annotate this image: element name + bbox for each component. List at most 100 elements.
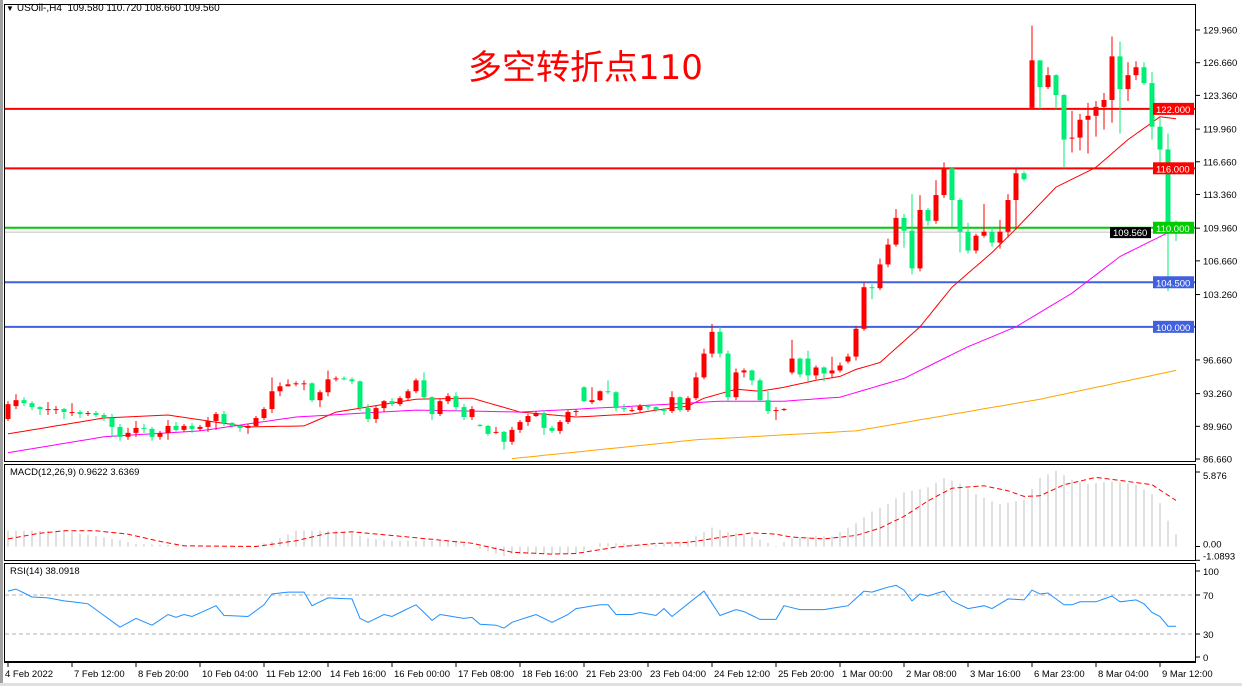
candle-body [277, 386, 283, 392]
rsi-pane[interactable] [4, 563, 1196, 662]
candles [5, 25, 1179, 450]
candle-body [725, 353, 731, 398]
candle-body [397, 398, 403, 405]
candle-body [365, 408, 371, 419]
candle-body [133, 427, 139, 433]
candle-body [1133, 67, 1139, 76]
candle-body [781, 409, 787, 411]
candle-body [357, 381, 363, 409]
candle-body [85, 413, 91, 415]
macd-axis: 5.876 0.00-1.0893 [1196, 471, 1235, 563]
candle-body [837, 365, 843, 371]
candle-body [789, 358, 795, 373]
candle-body [405, 391, 411, 399]
horizontal-levels [5, 107, 1195, 328]
price-tick-label: 86.660 [1203, 455, 1232, 466]
price-tick-label: 116.660 [1203, 157, 1237, 168]
time-tick-label: 17 Feb 08:00 [458, 669, 514, 680]
macd-tick-label: 0.00 [1203, 540, 1222, 551]
price-tick-label: 103.260 [1203, 290, 1237, 301]
price-tick-label: 89.960 [1203, 422, 1232, 433]
candle-body [805, 358, 811, 376]
candle-body [1061, 94, 1067, 140]
candle-body [1125, 75, 1131, 90]
candle-body [1149, 83, 1155, 127]
rsi-line [7, 584, 1176, 629]
candle-body [989, 231, 995, 243]
candle-body [205, 420, 211, 427]
level-label-box [1153, 276, 1194, 289]
level-label: 122.000 [1156, 105, 1190, 116]
price-tick-label: 126.660 [1203, 58, 1237, 69]
candle-body [541, 413, 547, 428]
candle-body [869, 287, 875, 289]
candle-body [1141, 67, 1147, 84]
candle-body [509, 429, 515, 442]
candle-body [621, 408, 627, 410]
level-label: 104.500 [1156, 278, 1190, 289]
candle-body [917, 209, 923, 269]
level-label-box [1153, 221, 1194, 234]
candle-body [445, 396, 451, 402]
price-tick-label: 93.260 [1203, 389, 1232, 400]
time-tick-label: 4 Feb 2022 [5, 669, 53, 680]
candle-body [13, 400, 19, 407]
level-label-box [1153, 162, 1194, 175]
macd-plot [7, 470, 1177, 556]
candle-body [1037, 60, 1043, 88]
candle-body [893, 217, 899, 245]
candle-body [1117, 56, 1123, 90]
candle-body [389, 401, 395, 405]
candle-body [973, 235, 979, 251]
candle-body [677, 397, 683, 411]
time-tick-label: 14 Feb 16:00 [330, 669, 386, 680]
candle-body [701, 353, 707, 378]
price-pane[interactable] [4, 4, 1196, 462]
time-tick-label: 18 Feb 16:00 [522, 669, 578, 680]
candle-body [1021, 173, 1027, 180]
candle-body [5, 404, 11, 419]
candle-body [421, 380, 427, 398]
price-tick-label: 109.960 [1203, 224, 1237, 235]
candle-body [237, 425, 243, 428]
candle-body [853, 328, 859, 357]
candle-body [573, 411, 579, 413]
candle-body [477, 424, 483, 426]
candle-body [765, 400, 771, 412]
candle-body [613, 392, 619, 409]
candle-body [157, 432, 163, 437]
dropdown-triangle-icon[interactable]: ▼ [6, 4, 14, 13]
moving-average-line [7, 228, 1177, 454]
candle-body [245, 425, 251, 428]
candle-body [997, 231, 1003, 243]
candle-body [885, 244, 891, 265]
candle-body [557, 421, 563, 431]
level-label-box [1153, 320, 1194, 333]
candle-body [1109, 56, 1115, 100]
candle-body [661, 410, 667, 412]
candle-body [317, 392, 323, 401]
candle-body [37, 407, 43, 410]
symbol-header[interactable]: ▼ USOil-,H4 109.580 110.720 108.660 109.5… [6, 3, 220, 14]
time-tick-label: 8 Mar 04:00 [1098, 669, 1149, 680]
candle-body [581, 387, 587, 402]
candle-body [773, 410, 779, 412]
candle-body [253, 417, 259, 426]
candle-body [685, 398, 691, 411]
candle-body [1005, 200, 1011, 232]
chart-annotation-text[interactable]: 多空转折点110 [468, 48, 703, 88]
current-price-label-box [1110, 227, 1151, 239]
candle-body [965, 231, 971, 251]
candle-body [53, 409, 59, 411]
time-tick-label: 10 Feb 04:00 [202, 669, 258, 680]
candle-body [189, 425, 195, 429]
time-tick-label: 8 Feb 20:00 [138, 669, 189, 680]
candle-body [501, 431, 507, 442]
candle-body [717, 331, 723, 354]
candle-body [69, 412, 75, 414]
ohlc-readout: 109.580 110.720 108.660 109.560 [67, 3, 220, 14]
candle-body [605, 391, 611, 393]
candle-body [109, 417, 115, 427]
candle-body [549, 427, 555, 431]
candle-body [525, 416, 531, 422]
